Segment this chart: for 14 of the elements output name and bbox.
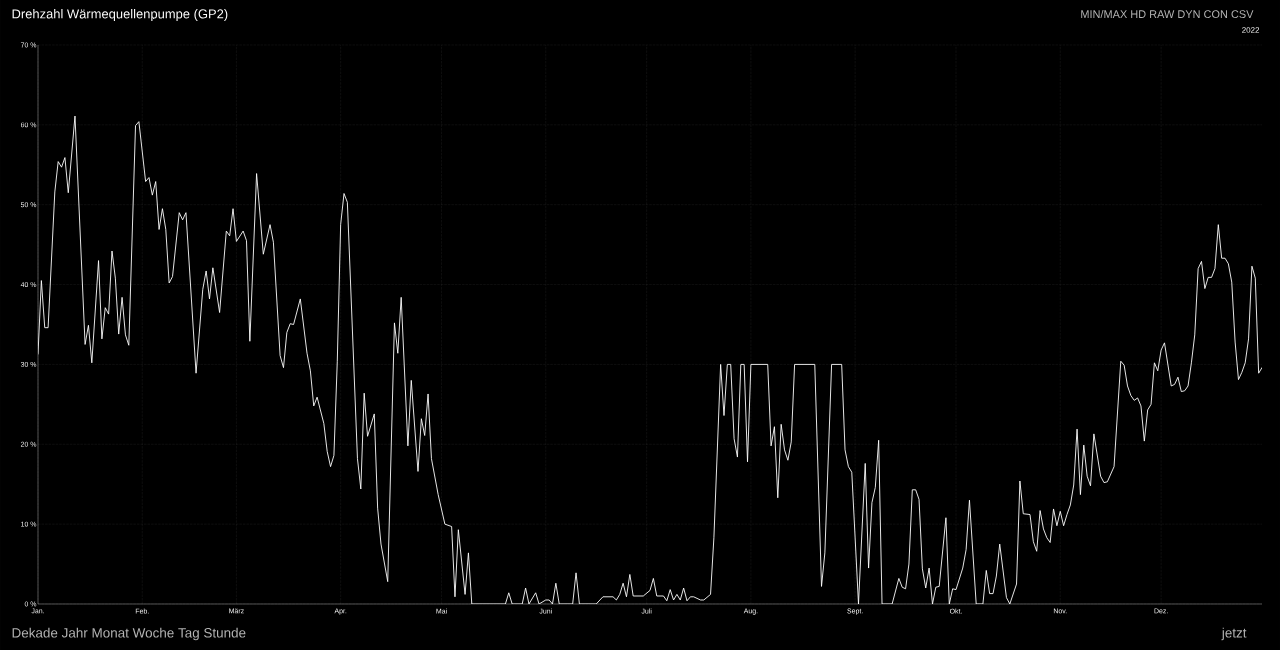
text: jetzt	[1221, 627, 1247, 641]
text: DYN	[1178, 10, 1200, 18]
text: Woche	[132, 627, 174, 638]
text: Stunde	[204, 627, 246, 638]
text: RAW	[1150, 10, 1175, 18]
text: CSV	[1231, 10, 1254, 19]
text: MIN/MAX	[1081, 9, 1128, 19]
text: Monat	[92, 628, 129, 638]
text: Dekade	[12, 627, 58, 638]
text: Jahr	[61, 627, 88, 638]
chart-title: Drehzahl Wärmequellenpumpe (GP2)	[12, 8, 228, 22]
text: HD	[1131, 10, 1146, 18]
text: Tag	[178, 628, 199, 641]
text: CON	[1204, 10, 1227, 19]
